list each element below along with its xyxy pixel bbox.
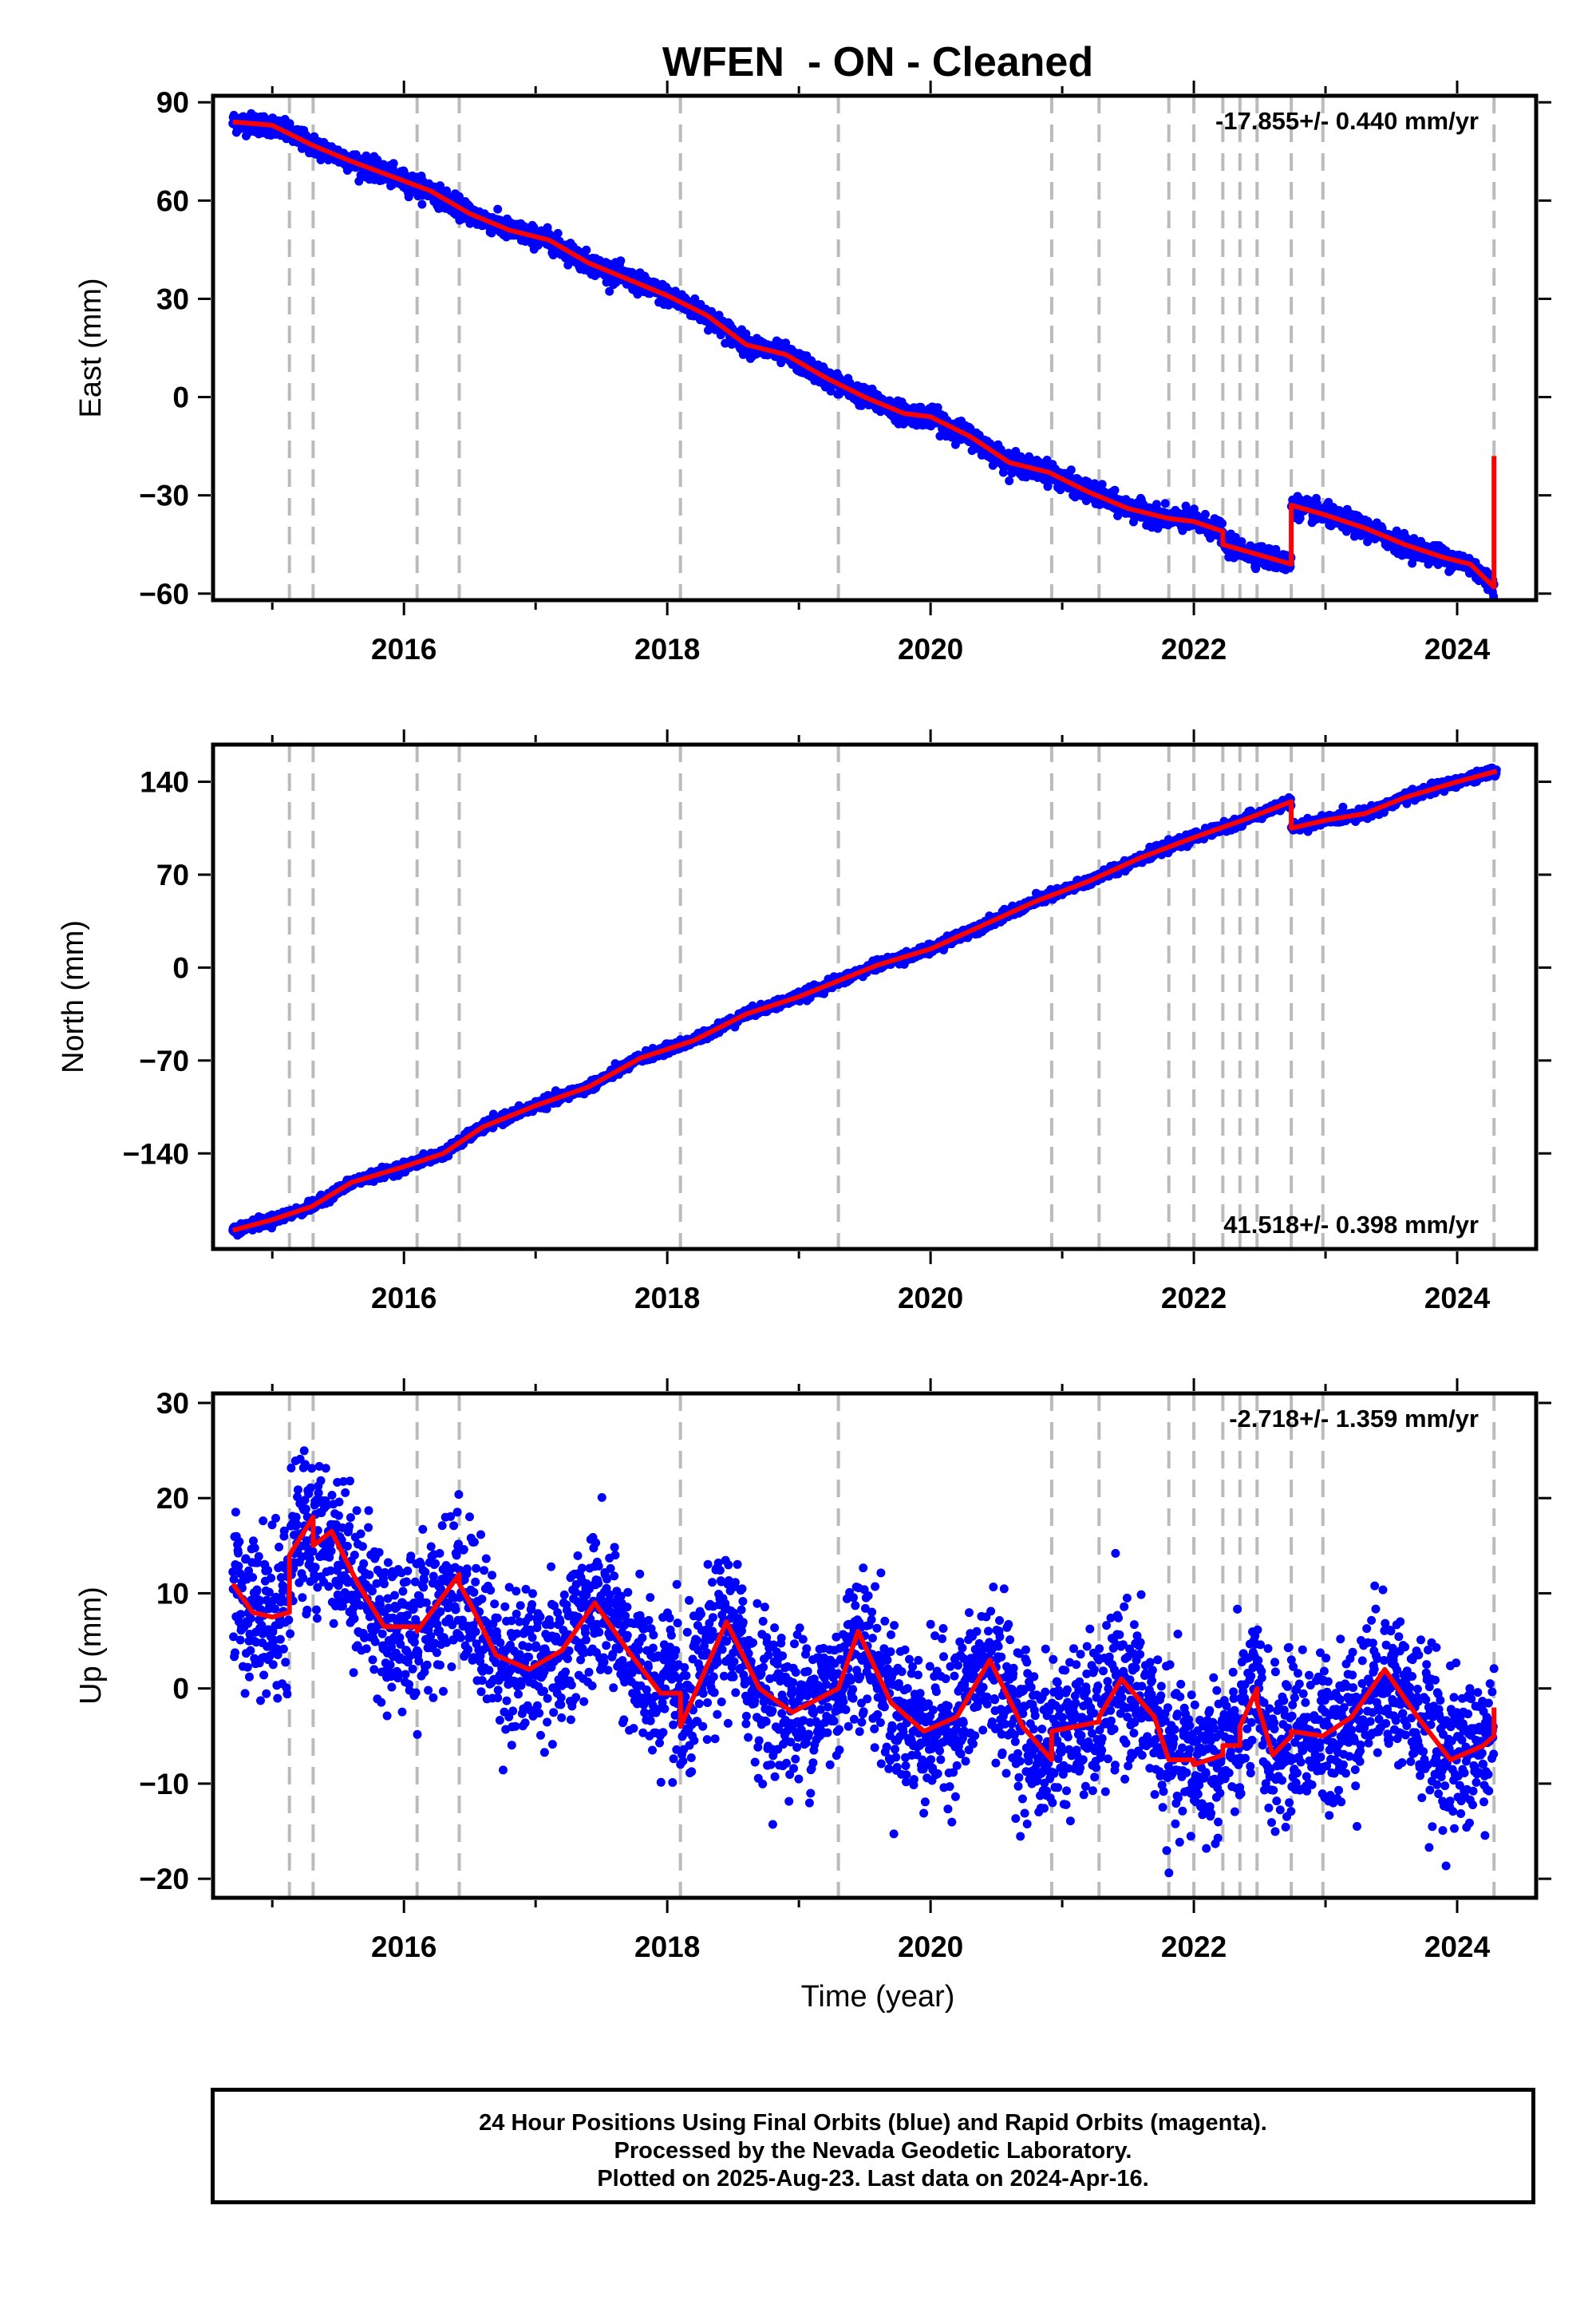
y-tick-label: −60 — [139, 578, 189, 611]
position-point — [605, 287, 614, 296]
position-point — [721, 338, 730, 348]
x-tick-label: 2016 — [371, 633, 437, 666]
position-point — [616, 256, 626, 266]
position-point — [1295, 513, 1305, 523]
panels: 2016 2018 2020 2022 2024 −60 −30 0 30 60 90 East (m… — [57, 81, 1551, 1963]
position-point — [285, 119, 294, 128]
position-point — [542, 1104, 551, 1113]
plot-frame — [211, 93, 1539, 603]
y-axis-label: East (mm) — [74, 278, 108, 417]
position-point — [1110, 485, 1120, 495]
y-tick-label: 0 — [172, 381, 189, 414]
velocity-rate-label: -17.855+/- 0.440 mm/yr — [1215, 107, 1479, 135]
position-point — [1005, 476, 1014, 485]
position-point — [1043, 482, 1053, 492]
x-tick-label: 2024 — [1424, 633, 1491, 666]
model-fit-line — [232, 119, 1497, 590]
position-point — [690, 294, 700, 303]
position-point — [1200, 509, 1210, 519]
position-point — [935, 432, 945, 441]
position-point — [389, 159, 398, 168]
y-tick-label: 60 — [156, 184, 189, 217]
x-tick-label: 2018 — [634, 633, 700, 666]
figure-title: WFEN - ON - Cleaned — [662, 39, 1093, 85]
y-tick-label: 90 — [156, 86, 189, 119]
position-point — [1218, 519, 1227, 528]
position-point — [826, 386, 836, 396]
position-point — [417, 200, 427, 209]
x-tick-label: 2020 — [898, 633, 963, 666]
x-tick-label: 2022 — [1161, 633, 1227, 666]
panel-east: 2016 2018 2020 2022 2024 −60 −30 0 30 60 90 East (m… — [74, 81, 1551, 666]
daily-position-points — [228, 763, 1501, 1240]
position-point — [1066, 465, 1076, 475]
position-point — [1097, 480, 1107, 489]
y-tick-label: −30 — [139, 480, 189, 512]
position-point — [582, 245, 591, 255]
position-point — [493, 204, 503, 214]
daily-position-points — [228, 109, 1499, 600]
position-point — [1160, 499, 1170, 508]
position-point — [741, 329, 751, 338]
y-tick-label: 30 — [156, 283, 189, 315]
position-point — [933, 403, 942, 413]
position-point — [553, 228, 563, 238]
